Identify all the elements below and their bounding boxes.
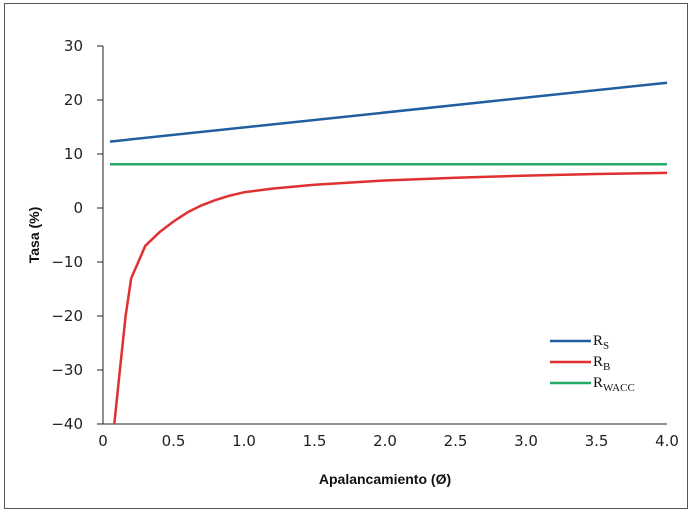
x-tick-label: 4.0 — [655, 432, 679, 450]
x-tick-label: 0.5 — [162, 432, 186, 450]
y-tick-label: 30 — [64, 37, 83, 55]
x-tick-label: 2.5 — [444, 432, 468, 450]
x-tick-label: 3.0 — [514, 432, 538, 450]
y-tick-label: 10 — [64, 145, 83, 163]
y-tick-label: −10 — [51, 253, 83, 271]
y-tick-label: −40 — [51, 415, 83, 433]
y-tick-label: 0 — [73, 199, 83, 217]
legend: RS RB RWACC — [550, 333, 635, 394]
x-tick-label: 2.0 — [373, 432, 397, 450]
y-tick-label: 20 — [64, 91, 83, 109]
legend-label-rwacc: RWACC — [593, 375, 635, 394]
x-tick-label: 0 — [98, 432, 108, 450]
x-tick-label: 3.5 — [585, 432, 609, 450]
x-tick-label: 1.0 — [232, 432, 256, 450]
axes — [97, 45, 667, 425]
legend-label-rs: RS — [593, 333, 609, 352]
y-tick-label: −20 — [51, 307, 83, 325]
legend-label-rb: RB — [593, 354, 610, 373]
y-axis-title: Tasa (%) — [26, 207, 42, 264]
series-line-rs — [109, 81, 668, 143]
series-lines — [109, 81, 668, 425]
y-tick-label: −30 — [51, 361, 83, 379]
x-tick-label: 1.5 — [303, 432, 327, 450]
series-line-rb — [113, 171, 668, 425]
chart-frame — [4, 3, 688, 509]
tick-labels: 30 20 10 0 −10 −20 −30 −40 0 0.5 1.0 1.5 2.0 2.5 3.0 3.… — [51, 37, 679, 450]
x-axis-title: Apalancamiento (Ø) — [319, 471, 451, 487]
